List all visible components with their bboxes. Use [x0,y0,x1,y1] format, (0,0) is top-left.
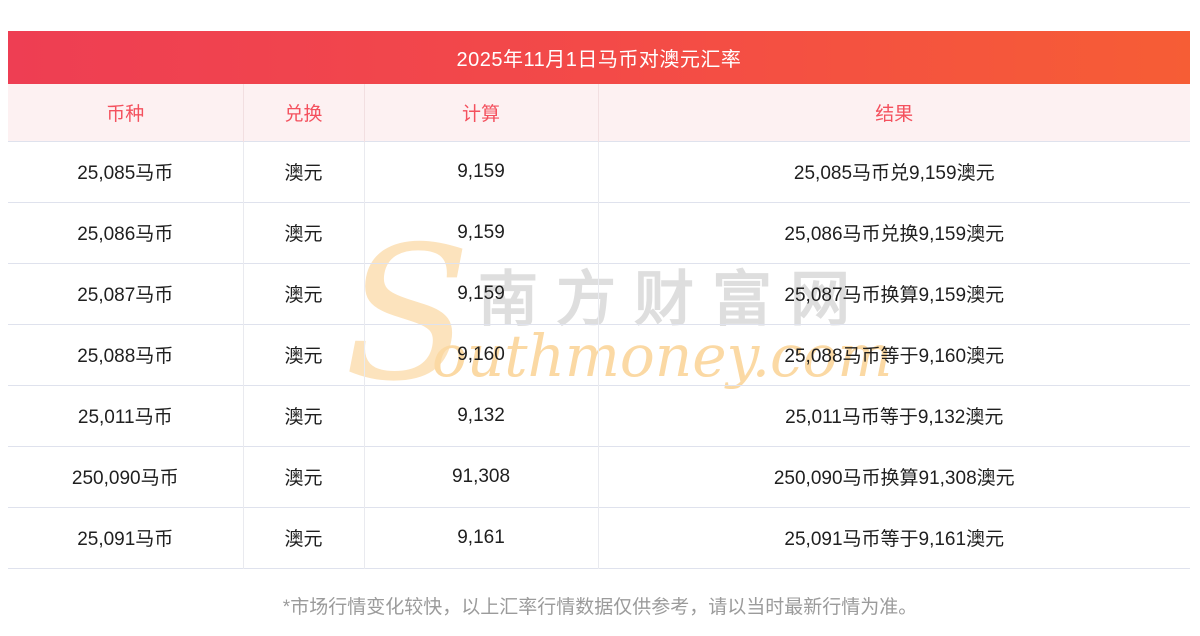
cell-currency: 25,086马币 [8,202,244,263]
table-row: 25,088马币 澳元 9,160 25,088马币等于9,160澳元 [8,324,1190,385]
exchange-rate-table: 币种 兑换 计算 结果 25,085马币 澳元 9,159 25,085马币兑9,159澳元… [8,84,1190,569]
cell-currency: 250,090马币 [8,446,244,507]
cell-calculation: 9,161 [364,507,599,568]
cell-currency: 25,085马币 [8,141,244,202]
header-row: 币种 兑换 计算 结果 [8,84,1190,141]
cell-result: 25,011马币等于9,132澳元 [785,407,1004,428]
cell-result: 25,085马币兑9,159澳元 [793,163,995,184]
page-title: 2025年11月1日马币对澳元汇率 [456,49,742,71]
header-currency: 币种 [8,84,244,141]
cell-calculation: 9,159 [364,141,599,202]
table-body: 25,085马币 澳元 9,159 25,085马币兑9,159澳元 25,086马币澳… [8,141,1190,568]
table-row: 250,090马币 澳元 91,308 250,090马币换算91,308澳元 [8,446,1190,507]
rate-table-container: S 南方财富网 outhmoney.com 币种 兑换 计算 结果 25,085马币澳… [8,84,1190,569]
cell-result: 25,086马币兑换9,159澳元 [784,224,1005,245]
cell-exchange: 澳元 [243,202,365,263]
table-row: 25,091马币 澳元 9,161 25,091马币等于9,161澳元 [8,507,1190,568]
table-row: 25,086马币 澳元 9,159 25,086马币兑换9,159澳元 [8,202,1190,263]
title-banner: 2025年11月1日马币对澳元汇率 [8,31,1190,84]
cell-currency: 25,091马币 [8,507,244,568]
cell-exchange: 澳元 [243,324,365,385]
cell-exchange: 澳元 [243,385,365,446]
cell-result: 25,088马币等于9,160澳元 [784,346,1005,367]
cell-calculation: 91,308 [364,446,599,507]
disclaimer-note: *市场行情变化较快，以上汇率行情数据仅供参考，请以当时最新行情为准。 [282,597,918,618]
cell-result: 250,090马币换算91,308澳元 [773,468,1015,489]
cell-exchange: 澳元 [243,507,365,568]
table-row: 25,011马币 澳元 9,132 25,011马币等于9,132澳元 [8,385,1190,446]
cell-exchange: 澳元 [243,446,365,507]
cell-calculation: 9,159 [364,263,599,324]
table-row: 25,085马币 澳元 9,159 25,085马币兑9,159澳元 [8,141,1190,202]
cell-result: 25,087马币换算9,159澳元 [784,285,1005,306]
cell-exchange: 澳元 [243,141,365,202]
cell-result: 25,091马币等于9,161澳元 [784,529,1005,550]
cell-currency: 25,088马币 [8,324,244,385]
cell-exchange: 澳元 [243,263,365,324]
cell-currency: 25,087马币 [8,263,244,324]
cell-calculation: 9,132 [364,385,599,446]
table-header: 币种 兑换 计算 结果 [8,84,1190,141]
cell-currency: 25,011马币 [8,385,244,446]
header-result: 结果 [875,103,914,125]
cell-calculation: 9,159 [364,202,599,263]
table-row: 25,087马币 澳元 9,159 25,087马币换算9,159澳元 [8,263,1190,324]
header-exchange: 兑换 [243,84,365,141]
cell-calculation: 9,160 [364,324,599,385]
header-calculation: 计算 [364,84,599,141]
